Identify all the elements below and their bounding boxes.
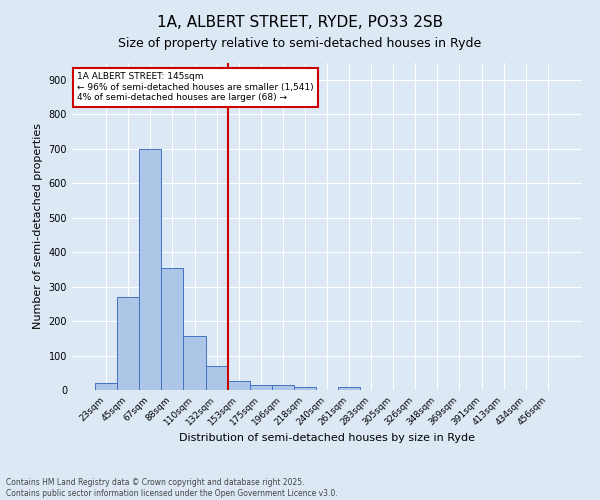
Y-axis label: Number of semi-detached properties: Number of semi-detached properties: [33, 123, 43, 329]
Bar: [250, 385, 272, 390]
Text: Size of property relative to semi-detached houses in Ryde: Size of property relative to semi-detach…: [118, 38, 482, 51]
Bar: [117, 297, 139, 390]
Bar: [184, 336, 206, 390]
Bar: [206, 366, 227, 390]
Text: 1A ALBERT STREET: 145sqm
← 96% of semi-detached houses are smaller (1,541)
4% of: 1A ALBERT STREET: 145sqm ← 96% of semi-d…: [77, 72, 314, 102]
Bar: [338, 387, 360, 390]
Bar: [139, 148, 161, 390]
Bar: [95, 383, 117, 390]
Bar: [227, 382, 250, 390]
Bar: [294, 386, 316, 390]
X-axis label: Distribution of semi-detached houses by size in Ryde: Distribution of semi-detached houses by …: [179, 432, 475, 442]
Text: Contains HM Land Registry data © Crown copyright and database right 2025.
Contai: Contains HM Land Registry data © Crown c…: [6, 478, 338, 498]
Text: 1A, ALBERT STREET, RYDE, PO33 2SB: 1A, ALBERT STREET, RYDE, PO33 2SB: [157, 15, 443, 30]
Bar: [161, 268, 184, 390]
Bar: [272, 385, 294, 390]
